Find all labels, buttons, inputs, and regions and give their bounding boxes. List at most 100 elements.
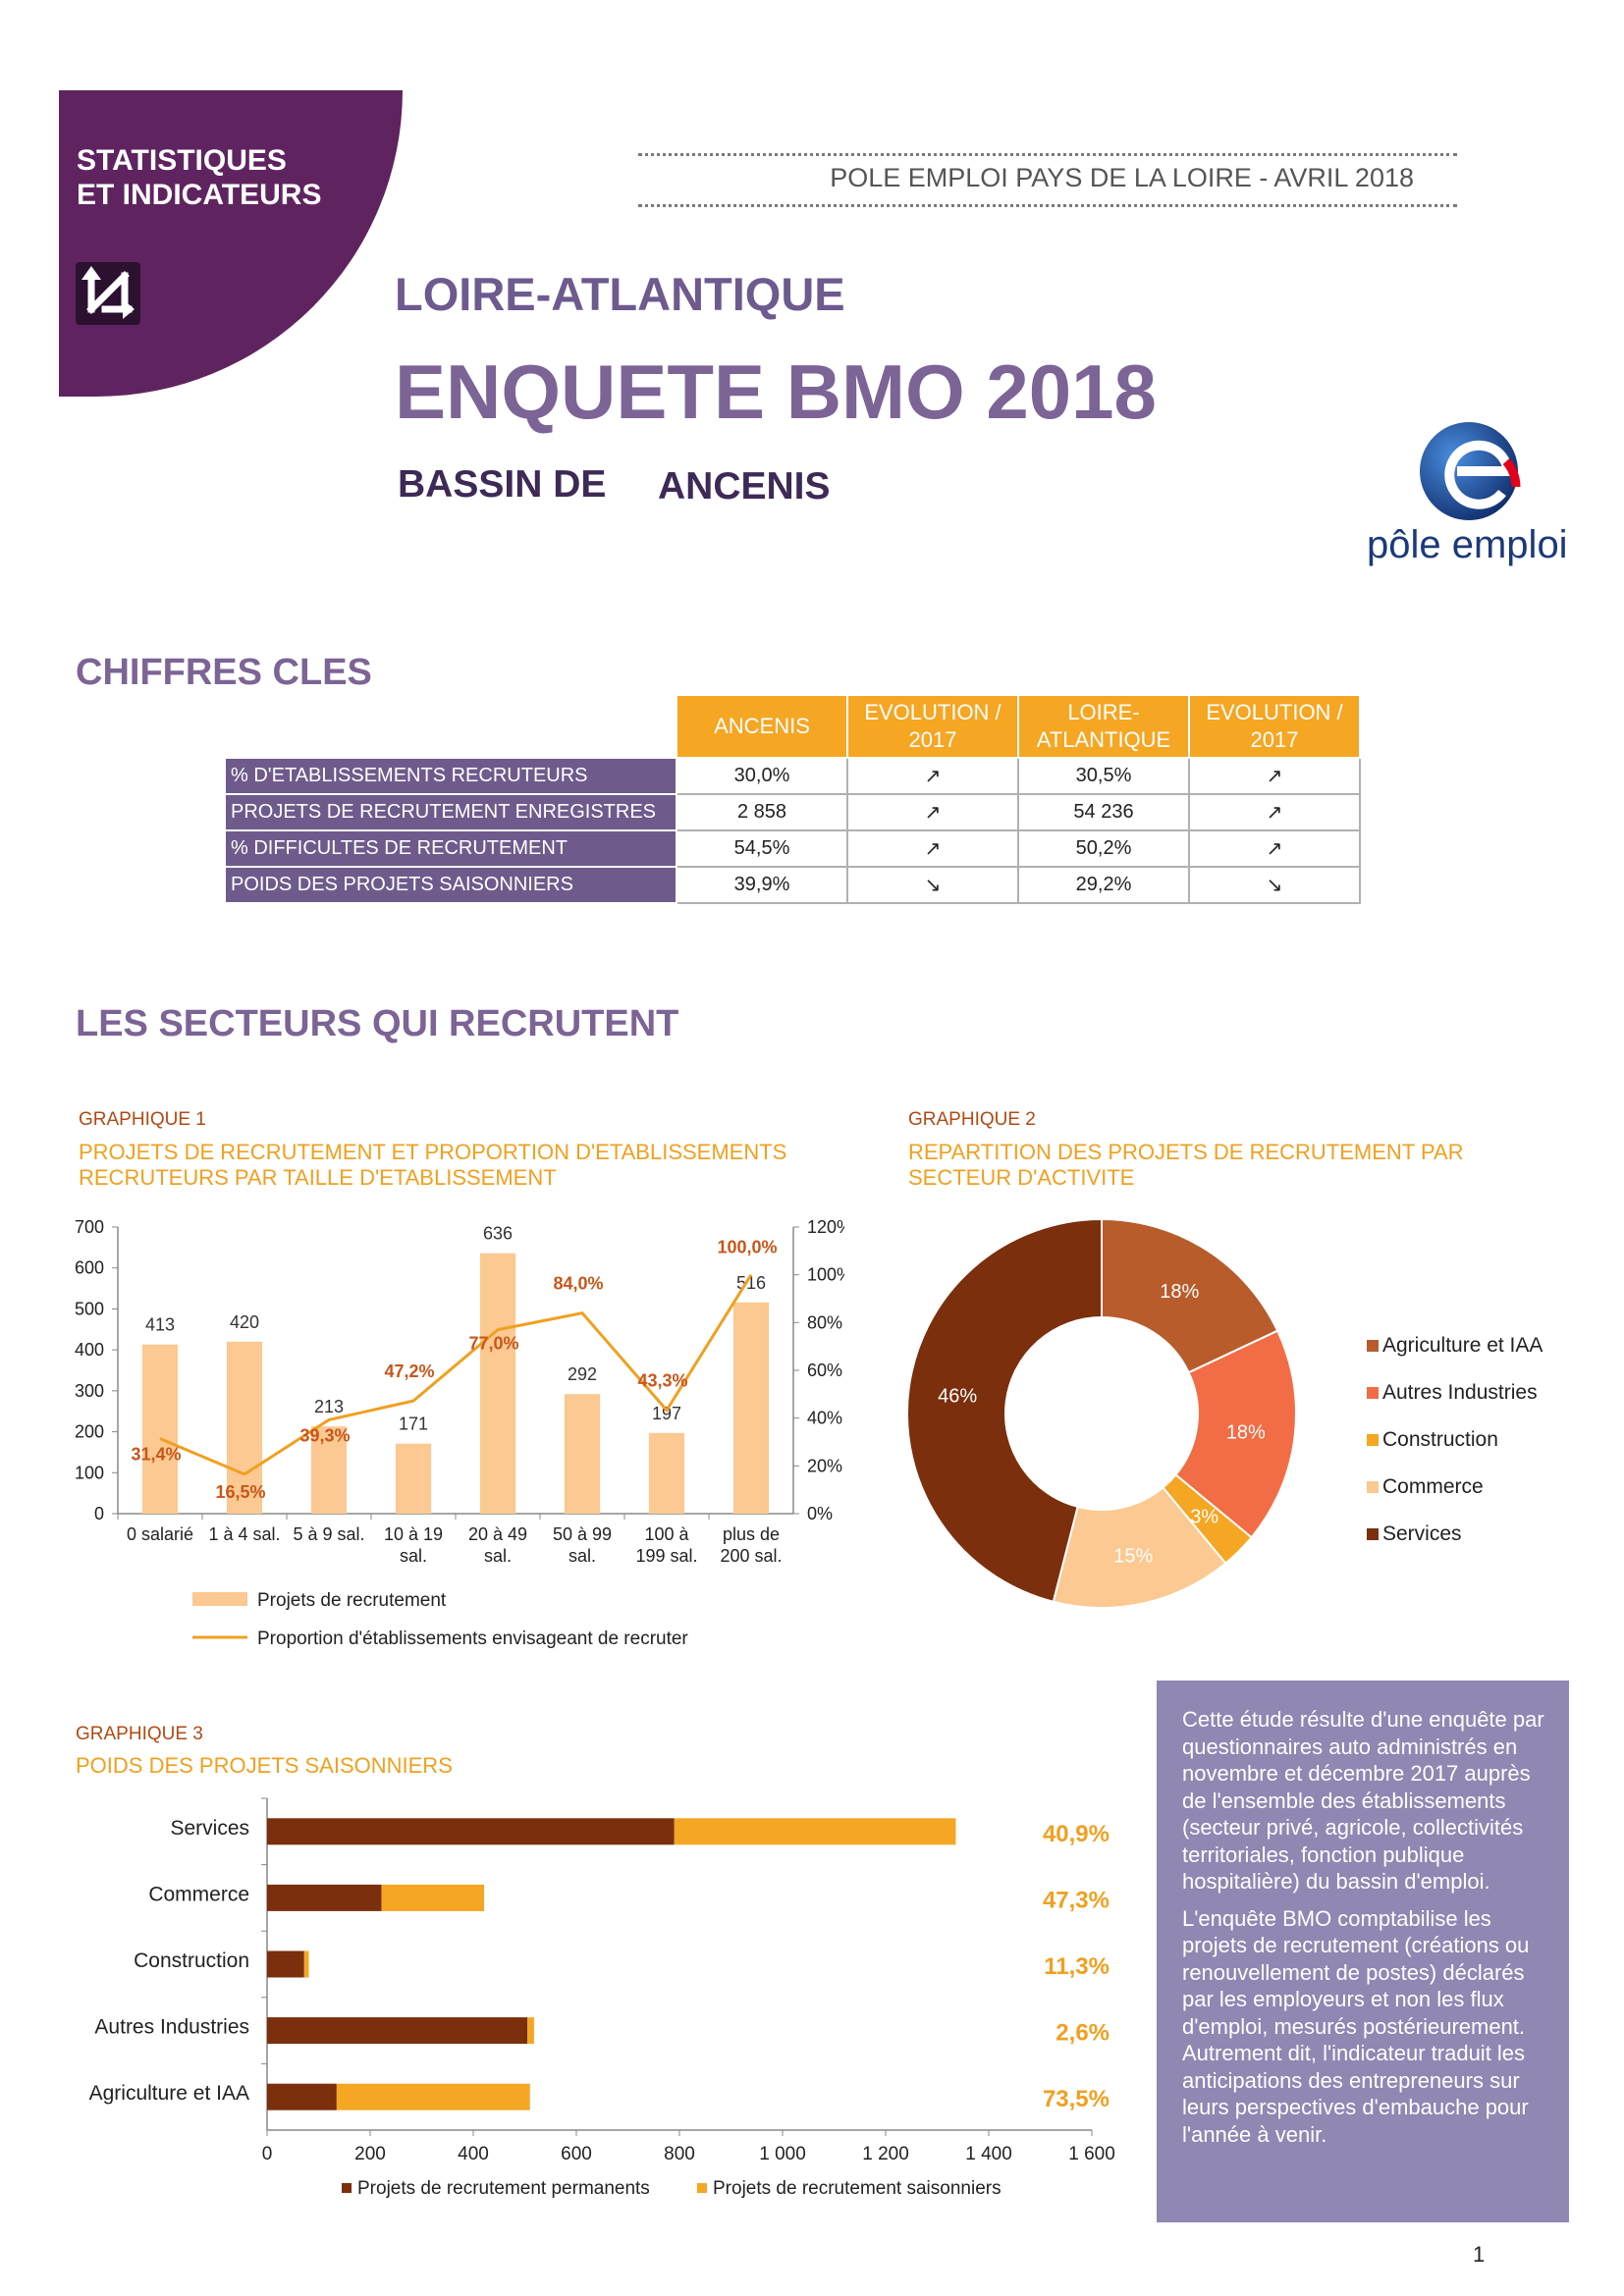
bar-value-label: 420 [230,1312,259,1332]
logo-text: pôle emploi [1367,523,1568,566]
page-number: 1 [1473,2242,1486,2267]
graph1-label: GRAPHIQUE 1 [79,1109,206,1130]
header-divider-top [638,153,1457,156]
x-tick-label: 800 [664,2144,695,2164]
dept-value: 30,5% [1017,757,1190,795]
bar [395,1443,432,1514]
x-tick-label: 1 200 [862,2144,909,2164]
legend-label: Projets de recrutement saisonniers [713,2178,1001,2199]
bar-value-label: 213 [314,1397,344,1416]
stacked-bar-segment [267,2017,528,2045]
legend-swatch-bars [192,1592,247,1606]
note-paragraph-1: Cette étude résulte d'une enquête par qu… [1182,1707,1544,1894]
seasonal-share-label: 40,9% [1043,1821,1110,1847]
header-banner [59,90,403,397]
chart-sector-donut: 18% 18% 3% 15% 46% Agriculture et IAA Autres I… [906,1217,1543,1609]
x-tick-label: 10 à 19 [384,1524,443,1544]
slice-label: 3% [1190,1507,1218,1528]
bar [310,1426,348,1514]
x-tick-label: 600 [561,2144,592,2164]
legend-label-line: Proportion d'établissements envisageant … [257,1629,688,1649]
table-row: % D'ETABLISSEMENTS RECRUTEURS 30,0% ↗ 30… [224,757,1361,795]
stacked-bar-segment [674,1818,956,1845]
chart-size-combo: 0 100 200 300 400 500 600 700 0% 20% 40% 60% 80% 100%… [75,1217,844,1649]
x-tick-label: 1 à 4 sal. [208,1524,280,1544]
legend-swatch [1367,1434,1379,1446]
y-tick-label: Autres Industries [94,2016,249,2039]
methodology-note: Cette étude résulte d'une enquête par qu… [1157,1681,1569,2222]
legend-label: Agriculture et IAA [1382,1334,1543,1357]
col-header-dept: LOIRE-ATLANTIQUE [1017,694,1190,759]
sectors-title: LES SECTEURS QUI RECRUTENT [76,1003,679,1044]
legend-swatch [1367,1387,1379,1399]
bassin-label: BASSIN DE [398,463,607,506]
legend-swatch [342,2183,352,2193]
bar [226,1341,263,1514]
y-tick-label-right: 60% [807,1361,842,1380]
col-header-dept-evolution: EVOLUTION / 2017 [1188,694,1361,759]
graph1-title: PROJETS DE RECRUTEMENT ET PROPORTION D'E… [79,1140,786,1191]
y-tick-label: Agriculture et IAA [89,2082,249,2105]
stacked-bar-segment [527,2017,534,2045]
donut-slice [1101,1217,1279,1374]
x-tick-label: sal. [400,1546,427,1566]
legend-label: Autres Industries [1382,1381,1538,1404]
seasonal-share-label: 11,3% [1044,1953,1110,1980]
donut-slice [1174,1329,1297,1539]
x-tick-label: 0 [262,2144,273,2164]
header-divider-bottom [638,204,1457,207]
line-value-label: 39,3% [299,1425,350,1445]
line-value-label: 77,0% [468,1334,518,1354]
x-tick-label: 200 sal. [720,1546,782,1566]
trend-arrow-icon: ↗ [1188,793,1361,831]
y-tick-label: Construction [134,1949,249,1972]
y-tick-label-right: 80% [807,1312,842,1332]
row-label: % D'ETABLISSEMENTS RECRUTEURS [224,757,677,795]
bar-value-label: 197 [652,1404,681,1423]
legend-swatch [1367,1481,1379,1493]
x-tick-label: sal. [484,1546,512,1566]
y-tick-label-right: 40% [807,1409,842,1428]
legend-label: Construction [1382,1428,1498,1451]
banner-line1: STATISTIQUES [77,144,287,177]
x-tick-label: sal. [568,1546,596,1566]
pole-emploi-logo: pôle emploi [1363,422,1579,579]
x-tick-label: 400 [458,2144,489,2164]
local-value: 2 858 [676,793,848,831]
y-tick-label-left: 0 [94,1504,104,1523]
bar-value-label: 171 [399,1415,428,1434]
legend-swatch [1367,1528,1379,1540]
local-value: 54,5% [676,829,848,868]
stacked-bar-segment [267,2083,337,2110]
trend-arrow-icon: ↗ [846,793,1019,831]
legend-label: Commerce [1382,1475,1484,1498]
trend-arrow-icon: ↗ [846,757,1019,795]
graph2-title: REPARTITION DES PROJETS DE RECRUTEMENT P… [908,1140,1464,1191]
col-header-local-evolution: EVOLUTION / 2017 [846,694,1019,759]
y-tick-label: Services [170,1817,249,1840]
y-tick-label-left: 600 [75,1258,104,1278]
stacked-bar-segment [267,1884,382,1911]
x-tick-label: plus de [723,1524,780,1544]
bar [564,1394,601,1514]
x-tick-label: 1 400 [965,2144,1012,2164]
x-tick-label: 199 sal. [635,1546,697,1566]
trend-arrow-icon: ↗ [846,829,1019,868]
x-tick-label: 200 [354,2144,386,2164]
graph2-title-line1: REPARTITION DES PROJETS DE RECRUTEMENT P… [908,1140,1464,1164]
row-label: POIDS DES PROJETS SAISONNIERS [224,866,677,904]
stacked-bar-segment [303,1950,309,1978]
graph3-title: POIDS DES PROJETS SAISONNIERS [76,1753,453,1778]
y-tick-label-right: 100% [807,1265,844,1285]
y-tick-label-right: 120% [807,1217,844,1237]
y-tick-label-left: 400 [75,1340,104,1360]
bar [648,1432,685,1514]
y-tick-label-right: 0% [807,1504,833,1523]
stacked-bar-segment [267,1818,675,1845]
page-title: ENQUETE BMO 2018 [395,348,1157,435]
bar-value-label: 413 [145,1315,175,1335]
table-row: PROJETS DE RECRUTEMENT ENREGISTRES 2 858… [224,793,1361,831]
chart-seasonal-weight: 0 200 400 600 800 1 000 1 200 1 400 1 600 Service… [89,1797,1115,2199]
y-tick-label-left: 500 [75,1299,104,1318]
x-tick-label: 5 à 9 sal. [293,1524,364,1544]
